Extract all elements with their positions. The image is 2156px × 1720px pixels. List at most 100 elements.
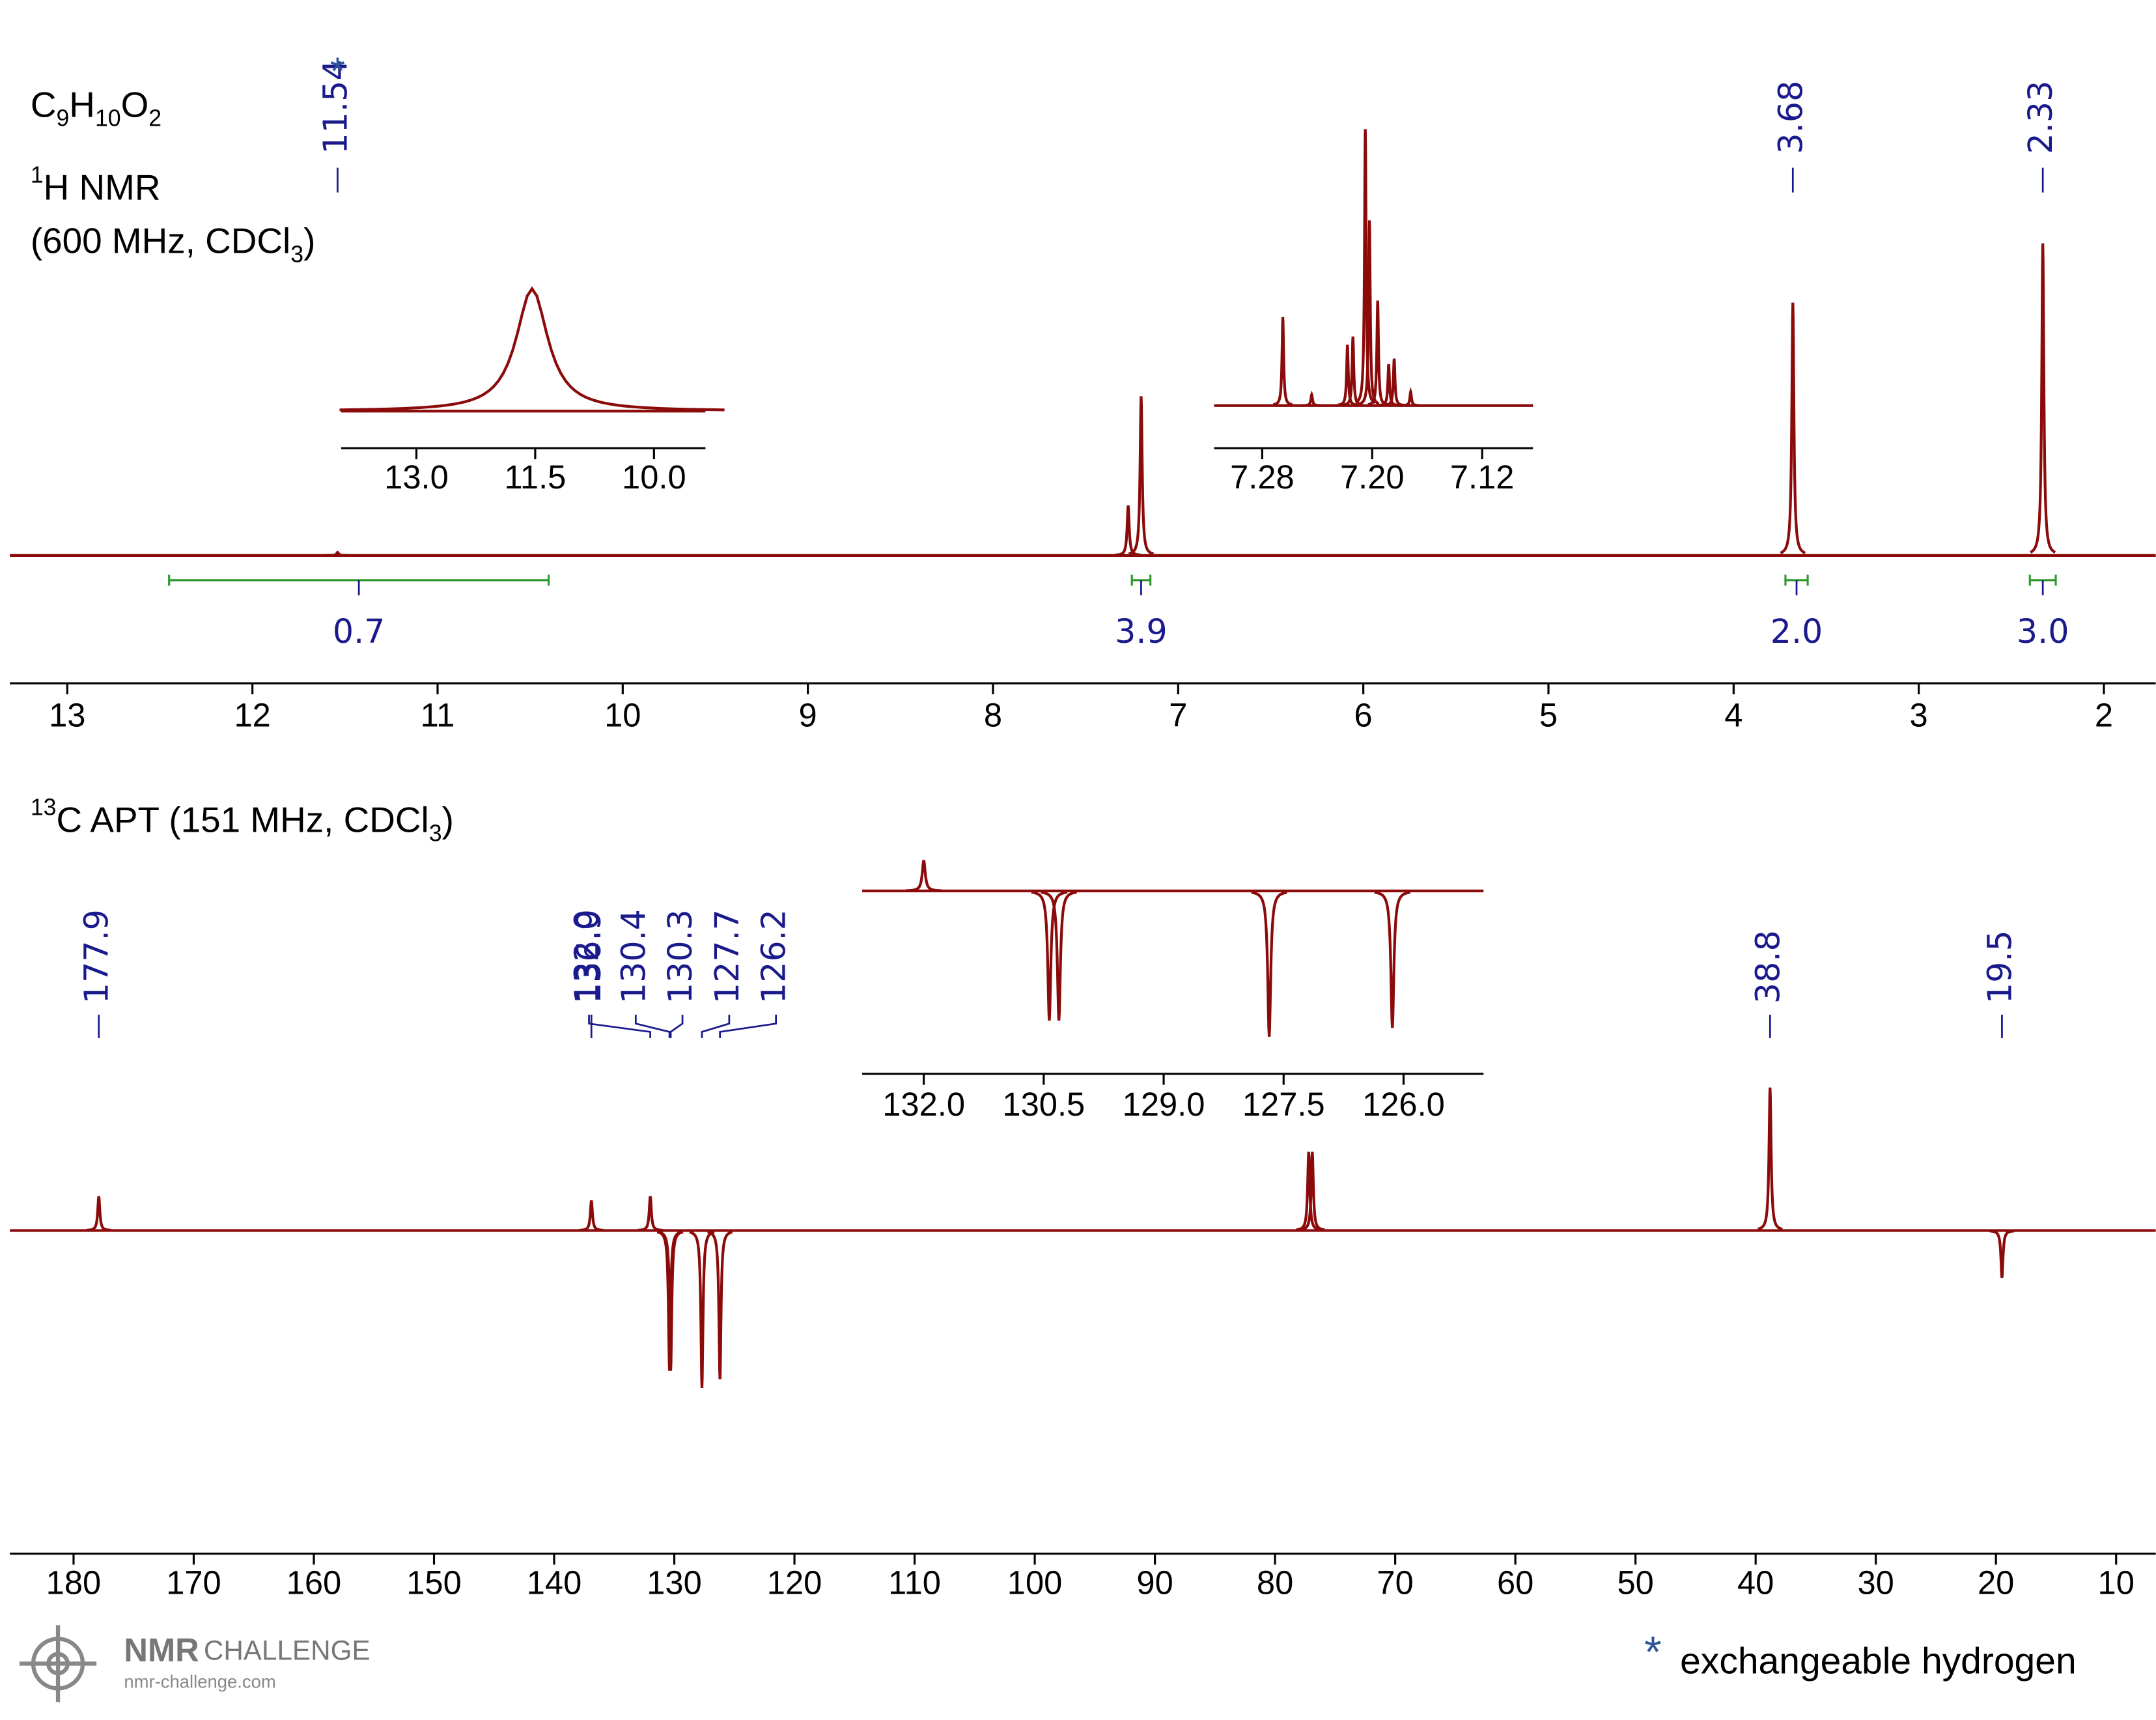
peak <box>2030 243 2056 554</box>
peak <box>658 1230 684 1371</box>
peak <box>637 1196 663 1232</box>
formula: C9H10O2 <box>31 84 161 132</box>
peak <box>1379 363 1399 407</box>
peak-label: 2.33 <box>2021 81 2060 154</box>
x-tick-label: 6 <box>1354 696 1373 733</box>
x-tick-label: 7.12 <box>1450 458 1515 496</box>
x-tick-label: 20 <box>1978 1564 2014 1601</box>
peak-label: 136.9 <box>570 909 608 1004</box>
peak <box>1780 302 1806 555</box>
peak <box>906 860 942 892</box>
text-part: 2 <box>148 106 161 132</box>
label-leader <box>634 1015 671 1038</box>
x-tick-label: 80 <box>1257 1564 1293 1601</box>
x-tick-label: 110 <box>888 1564 941 1601</box>
text-part: C APT (151 MHz, CDCl <box>57 799 429 839</box>
peak-label: 177.9 <box>77 909 116 1004</box>
text-part: 10 <box>95 106 121 132</box>
text-part: 13 <box>31 795 57 821</box>
peak <box>1272 317 1293 406</box>
text-part: C <box>31 84 57 124</box>
x-tick-label: 40 <box>1737 1564 1774 1601</box>
label-leader <box>669 1015 684 1038</box>
text-part: ) <box>303 220 315 261</box>
peak <box>1374 891 1411 1028</box>
peak <box>1359 220 1380 405</box>
peak <box>86 1196 111 1232</box>
peak-label: 38.8 <box>1748 930 1787 1004</box>
peak <box>1128 396 1154 556</box>
peak-label: 132.0 <box>568 909 606 1004</box>
x-tick-label: 130 <box>647 1564 702 1601</box>
peak <box>1041 890 1077 1021</box>
x-tick-label: 5 <box>1539 696 1558 733</box>
exchange-marker: * <box>330 49 345 93</box>
peak <box>1343 336 1363 406</box>
x-tick-label: 150 <box>406 1564 462 1601</box>
peak <box>1115 505 1141 557</box>
x-tick-label: 4 <box>1724 696 1743 733</box>
chart-title: (600 MHz, CDCl3) <box>31 220 316 268</box>
chart-title: 1H NMR <box>31 162 161 207</box>
x-tick-label: 130.5 <box>1002 1086 1085 1123</box>
peak <box>1354 129 1376 404</box>
x-tick-label: 8 <box>984 696 1002 733</box>
text-part: ) <box>442 799 454 839</box>
integral-value: 0.7 <box>333 612 385 651</box>
peak-label: 130.3 <box>661 909 699 1004</box>
brand-sub: CHALLENGE <box>204 1635 371 1666</box>
x-tick-label: 180 <box>46 1564 102 1601</box>
note-marker: * <box>1644 1628 1661 1677</box>
label-leader <box>701 1015 731 1038</box>
integral-value: 3.0 <box>2017 612 2069 651</box>
text-part: (600 MHz, CDCl <box>31 220 290 261</box>
integral-value: 2.0 <box>1771 612 1823 651</box>
brand: NMR <box>124 1631 199 1669</box>
x-tick-label: 11 <box>421 696 455 733</box>
x-tick-label: 7.20 <box>1340 458 1405 496</box>
peak <box>579 1200 604 1232</box>
x-tick-label: 140 <box>527 1564 582 1601</box>
peak <box>1989 1230 2015 1278</box>
peak-label: 11.54 <box>316 59 354 154</box>
text-part: H <box>69 84 95 124</box>
peak <box>1757 1087 1783 1231</box>
integral-value: 3.9 <box>1115 612 1168 651</box>
peak-label: 19.5 <box>1980 930 2019 1004</box>
peak-label: 126.2 <box>755 909 793 1004</box>
x-tick-label: 160 <box>287 1564 342 1601</box>
peak <box>339 286 725 412</box>
x-tick-label: 7 <box>1169 696 1187 733</box>
x-tick-label: 30 <box>1858 1564 1894 1601</box>
chart-title: 13C APT (151 MHz, CDCl3) <box>31 795 454 847</box>
text-part: 9 <box>56 106 69 132</box>
peak-label: 130.4 <box>614 909 652 1004</box>
peak <box>707 1230 733 1379</box>
text-part: H NMR <box>44 167 161 207</box>
x-tick-label: 120 <box>767 1564 822 1601</box>
x-tick-label: 129.0 <box>1123 1086 1205 1123</box>
x-tick-label: 11.5 <box>504 458 566 496</box>
text-part: 1 <box>31 162 44 188</box>
text-part: 3 <box>429 821 442 847</box>
x-tick-label: 7.28 <box>1230 458 1295 496</box>
note: exchangeable hydrogen <box>1680 1641 2076 1682</box>
x-tick-label: 3 <box>1910 696 1928 733</box>
x-tick-label: 90 <box>1136 1564 1173 1601</box>
x-tick-label: 9 <box>799 696 817 733</box>
peak <box>1302 390 1322 407</box>
x-tick-label: 10 <box>604 696 641 733</box>
x-tick-label: 100 <box>1007 1564 1063 1601</box>
peak <box>1401 387 1421 407</box>
x-tick-label: 70 <box>1377 1564 1413 1601</box>
x-tick-label: 60 <box>1497 1564 1533 1601</box>
peak <box>1337 345 1358 406</box>
label-leader <box>719 1015 777 1038</box>
peak-label: 127.7 <box>708 909 746 1004</box>
peak <box>689 1230 715 1389</box>
x-tick-label: 10.0 <box>622 458 686 496</box>
x-tick-label: 127.5 <box>1242 1086 1325 1123</box>
x-tick-label: 12 <box>234 696 270 733</box>
x-tick-label: 50 <box>1617 1564 1653 1601</box>
